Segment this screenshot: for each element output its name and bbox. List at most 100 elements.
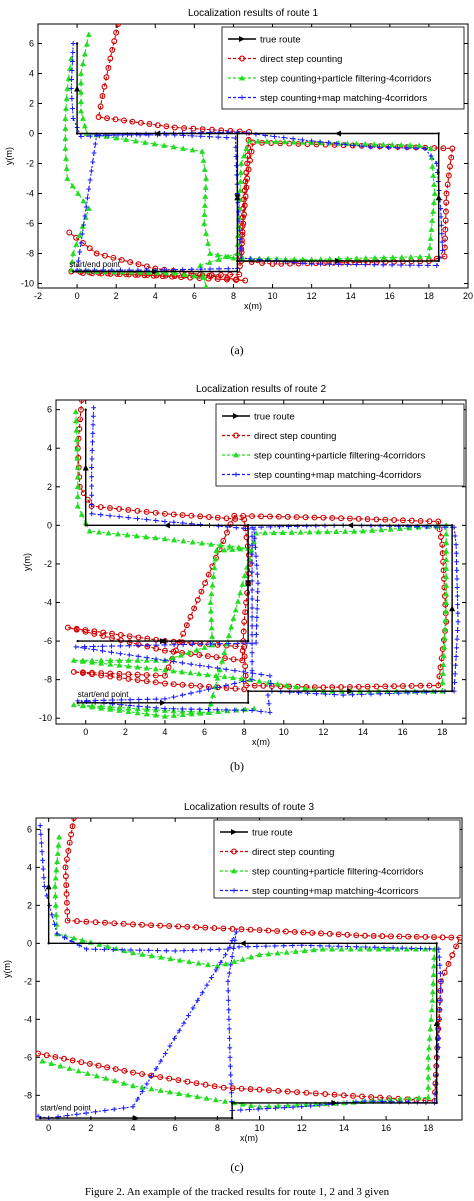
data-point-circle xyxy=(175,923,182,930)
data-point-plus xyxy=(162,696,168,702)
data-point-triangle xyxy=(398,254,405,260)
data-point-triangle xyxy=(76,232,83,238)
data-point-plus xyxy=(395,145,401,151)
data-point-triangle xyxy=(78,511,85,517)
data-point-plus xyxy=(267,673,273,679)
data-point-triangle xyxy=(344,255,351,261)
data-point-plus xyxy=(249,623,255,629)
data-point-plus xyxy=(41,875,47,881)
data-point-plus xyxy=(135,643,141,648)
data-point-plus xyxy=(42,883,47,889)
legend-swatch-marker xyxy=(233,413,239,419)
data-point-plus xyxy=(428,153,434,159)
data-point-plus xyxy=(188,690,194,696)
data-point-triangle xyxy=(52,892,59,899)
data-point-triangle xyxy=(225,253,232,259)
data-point-circle xyxy=(282,928,289,935)
data-point-plus xyxy=(438,214,444,220)
data-point-plus xyxy=(162,519,168,524)
data-point-plus xyxy=(309,261,315,267)
legend-entry-label: true route xyxy=(252,828,293,839)
data-point-triangle xyxy=(427,235,434,241)
data-point-triangle xyxy=(78,98,84,105)
data-point-circle xyxy=(198,588,205,595)
route-vertex xyxy=(437,132,440,135)
data-point-plus xyxy=(263,943,269,949)
data-point-triangle xyxy=(111,1077,118,1084)
data-point-plus xyxy=(93,946,98,952)
data-point-triangle xyxy=(221,649,228,656)
data-point-plus xyxy=(82,645,88,651)
x-tick-label: 6 xyxy=(192,291,197,301)
data-point-triangle xyxy=(430,963,437,969)
data-point-triangle xyxy=(443,582,450,588)
data-point-plus xyxy=(455,602,461,608)
data-point-triangle xyxy=(292,948,299,954)
data-point-circle xyxy=(52,1054,59,1060)
data-point-triangle xyxy=(306,529,313,535)
data-point-triangle xyxy=(212,556,219,562)
x-tick-label: 4 xyxy=(162,727,167,737)
data-point-plus xyxy=(224,135,230,140)
data-point-plus xyxy=(436,954,442,960)
data-point-plus xyxy=(180,642,186,647)
data-point-triangle xyxy=(239,956,246,962)
data-point-triangle xyxy=(79,702,86,709)
data-point-circle xyxy=(197,683,204,690)
data-point-circle xyxy=(89,671,95,678)
data-point-circle xyxy=(63,899,70,906)
chart-title: Localization results of route 1 xyxy=(188,8,319,19)
legend-entry-label: step counting+particle filtering-4corrid… xyxy=(260,74,432,85)
data-point-circle xyxy=(227,521,234,528)
data-point-triangle xyxy=(274,950,281,956)
data-point-circle xyxy=(448,934,455,941)
data-point-circle xyxy=(95,114,102,120)
data-point-circle xyxy=(244,160,251,167)
data-point-plus xyxy=(179,692,185,698)
data-point-circle xyxy=(247,157,254,164)
data-point-triangle xyxy=(443,556,450,563)
data-point-triangle xyxy=(161,667,168,673)
data-point-triangle xyxy=(213,547,220,553)
data-point-plus xyxy=(204,982,210,988)
data-point-plus xyxy=(406,1099,411,1105)
data-point-triangle xyxy=(98,660,105,666)
data-point-plus xyxy=(70,50,76,55)
data-point-plus xyxy=(437,970,443,976)
data-point-circle xyxy=(109,630,115,637)
data-point-circle xyxy=(79,670,86,677)
data-point-triangle xyxy=(310,946,317,953)
chart-title: Localization results of route 3 xyxy=(184,802,315,813)
data-point-circle xyxy=(62,864,69,871)
data-point-plus xyxy=(90,422,96,428)
data-point-circle xyxy=(66,229,73,236)
data-point-circle xyxy=(422,934,429,940)
data-point-plus xyxy=(89,502,95,507)
data-point-plus xyxy=(207,134,212,140)
data-point-triangle xyxy=(185,649,192,656)
data-point-plus xyxy=(249,632,255,638)
data-point-plus xyxy=(299,137,305,143)
data-point-triangle xyxy=(243,145,250,151)
data-point-circle xyxy=(408,517,415,524)
data-point-circle xyxy=(73,625,80,632)
data-point-circle xyxy=(241,187,248,194)
data-point-triangle xyxy=(52,875,59,881)
data-point-triangle xyxy=(122,136,129,142)
data-point-plus xyxy=(453,550,459,556)
data-point-circle xyxy=(256,927,263,934)
data-point-plus xyxy=(162,706,168,711)
data-point-circle xyxy=(215,273,222,280)
data-point-plus xyxy=(363,944,369,950)
data-point-plus xyxy=(238,255,244,261)
data-point-triangle xyxy=(240,153,247,159)
data-point-circle xyxy=(211,1083,218,1090)
data-point-plus xyxy=(241,669,247,675)
data-point-circle xyxy=(83,918,90,925)
data-point-triangle xyxy=(229,546,236,552)
data-point-plus xyxy=(199,947,204,953)
chart-route-3: Localization results of route 3 0 2 4 6 8 10 12… xyxy=(2,802,463,1143)
data-point-circle xyxy=(99,93,106,99)
data-point-circle xyxy=(242,193,249,200)
data-point-circle xyxy=(368,1094,375,1100)
